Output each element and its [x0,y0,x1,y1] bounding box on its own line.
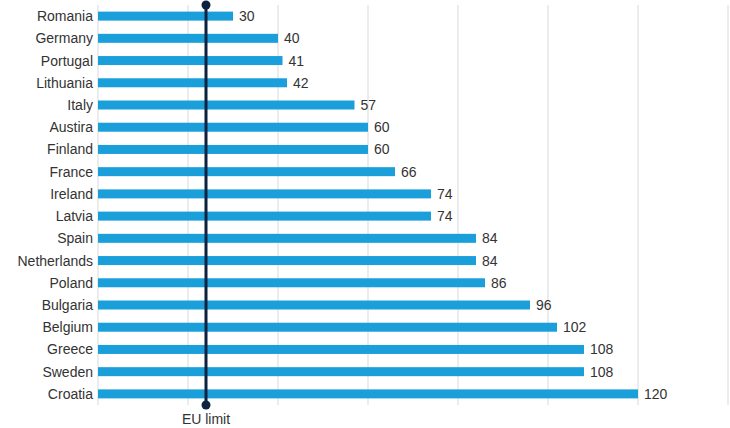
bar [98,212,431,221]
category-label: Latvia [56,208,94,224]
category-label: Portugal [41,53,93,69]
category-label: Austira [49,119,93,135]
data-label: 57 [361,97,377,113]
reference-line [205,5,208,405]
category-labels: Romania Germany Portugal Lithuania Italy Aust… [18,8,94,402]
data-labels: 3040414257606066747484848696102108108120 [239,8,668,402]
bar [98,12,233,21]
category-label: Finland [47,141,93,157]
bar [98,256,476,265]
bar [98,56,283,65]
bar [98,389,638,398]
data-label: 41 [289,53,305,69]
data-label: 40 [284,30,300,46]
category-label: Spain [57,230,93,246]
data-label: 60 [374,141,390,157]
category-label: Sweden [42,364,93,380]
category-label: Germany [35,30,93,46]
bar [98,145,368,154]
bar [98,189,431,198]
category-label: Lithuania [36,75,93,91]
grid-line [728,5,729,405]
bar [98,301,530,310]
data-label: 60 [374,119,390,135]
bars [98,12,638,399]
bar [98,34,278,43]
data-label: 120 [644,386,668,402]
bar [98,234,476,243]
reference-line-group: EU limit [182,1,230,428]
category-label: Poland [49,275,93,291]
reference-line-label: EU limit [182,411,230,427]
data-label: 108 [590,364,614,380]
data-label: 74 [437,186,453,202]
data-label: 42 [293,75,309,91]
data-label: 74 [437,208,453,224]
grid [98,5,728,405]
category-label: Ireland [50,186,93,202]
bar [98,345,584,354]
data-label: 96 [536,297,552,313]
category-label: Italy [67,97,93,113]
data-label: 84 [482,253,498,269]
chart: Romania Germany Portugal Lithuania Italy Aust… [0,0,730,428]
bar [98,278,485,287]
bar [98,367,584,376]
category-label: Croatia [48,386,93,402]
category-label: Netherlands [18,253,94,269]
data-label: 108 [590,341,614,357]
bar [98,78,287,87]
bar [98,167,395,176]
category-label: Bulgaria [42,297,94,313]
data-label: 30 [239,8,255,24]
bar [98,123,368,132]
bar [98,101,355,110]
grid-line [638,5,639,405]
category-label: Greece [47,341,93,357]
category-label: Belgium [42,319,93,335]
category-label: France [49,164,93,180]
reference-line-end [202,401,211,410]
reference-line-end [202,1,211,10]
data-label: 84 [482,230,498,246]
data-label: 102 [563,319,587,335]
data-label: 86 [491,275,507,291]
data-label: 66 [401,164,417,180]
category-label: Romania [37,8,93,24]
bar [98,323,557,332]
